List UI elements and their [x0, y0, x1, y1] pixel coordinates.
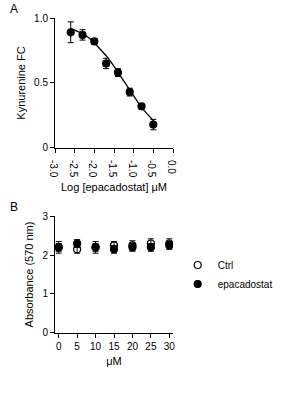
svg-text:-1.0: -1.0	[127, 160, 138, 178]
svg-text:0: 0	[42, 327, 48, 338]
svg-text:30: 30	[164, 341, 176, 352]
svg-text:B: B	[10, 200, 18, 214]
svg-text:1: 1	[42, 288, 48, 299]
svg-text:5: 5	[74, 341, 80, 352]
svg-text:epacadostat: epacadostat	[218, 279, 273, 290]
svg-text:μM: μM	[106, 355, 122, 367]
svg-text:0.5: 0.5	[34, 77, 48, 88]
svg-text:Absorbance (570 nm): Absorbance (570 nm)	[23, 222, 35, 328]
svg-text:Kynurenine FC: Kynurenine FC	[15, 46, 27, 119]
svg-text:1.0: 1.0	[34, 13, 48, 24]
svg-text:-3.0: -3.0	[48, 160, 59, 178]
svg-text:20: 20	[127, 341, 139, 352]
svg-text:-2.0: -2.0	[87, 160, 98, 178]
svg-text:15: 15	[108, 341, 120, 352]
svg-text:-2.5: -2.5	[68, 160, 79, 178]
svg-text:A: A	[10, 2, 18, 16]
svg-text:-0.5: -0.5	[146, 160, 157, 178]
svg-text:2: 2	[42, 250, 48, 261]
svg-text:3: 3	[42, 211, 48, 222]
svg-text:Ctrl: Ctrl	[218, 260, 234, 271]
svg-text:0.0: 0.0	[166, 160, 177, 174]
svg-text:10: 10	[90, 341, 102, 352]
svg-text:25: 25	[145, 341, 157, 352]
svg-text:0: 0	[56, 341, 62, 352]
svg-text:0: 0	[42, 142, 48, 153]
svg-text:Log [epacadostat] μM: Log [epacadostat] μM	[61, 181, 167, 193]
svg-text:-1.5: -1.5	[107, 160, 118, 178]
